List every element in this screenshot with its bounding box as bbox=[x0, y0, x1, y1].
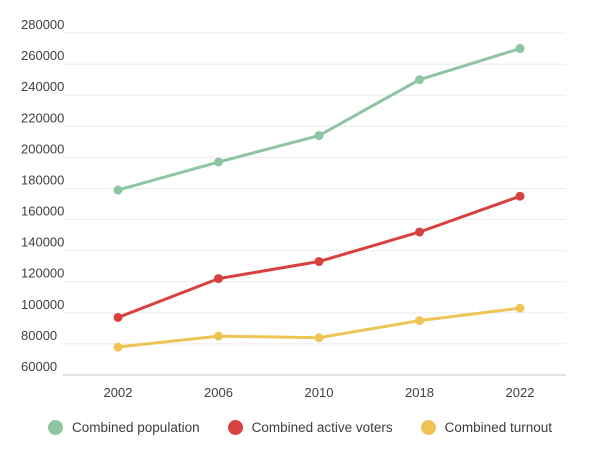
legend-swatch-icon bbox=[48, 420, 63, 435]
chart-legend: Combined population Combined active voter… bbox=[0, 420, 600, 435]
y-tick-label: 100000 bbox=[21, 297, 64, 312]
series-line-combined-population bbox=[116, 47, 522, 192]
y-tick-label: 240000 bbox=[21, 79, 64, 94]
y-tick-label: 260000 bbox=[21, 48, 64, 63]
series-point-combined-population-2018[interactable] bbox=[415, 75, 424, 85]
y-tick-label: 200000 bbox=[21, 141, 64, 156]
series-point-combined-active-voters-2022[interactable] bbox=[515, 191, 525, 201]
y-tick-label: 160000 bbox=[21, 204, 64, 219]
x-tick-label: 2010 bbox=[305, 385, 334, 400]
legend-item-label: Combined population bbox=[72, 420, 200, 435]
y-tick-label: 60000 bbox=[21, 359, 57, 374]
x-tick-label: 2018 bbox=[405, 385, 434, 400]
y-tick-label: 80000 bbox=[21, 328, 57, 343]
legend-swatch-icon bbox=[420, 420, 436, 435]
series-point-combined-population-2006[interactable] bbox=[214, 157, 223, 167]
series-point-combined-active-voters-2010[interactable] bbox=[314, 257, 324, 267]
series-point-combined-active-voters-2018[interactable] bbox=[415, 227, 424, 237]
legend-swatch-icon bbox=[227, 420, 243, 435]
series-point-combined-active-voters-2002[interactable] bbox=[113, 312, 123, 322]
legend-item-label: Combined turnout bbox=[444, 420, 552, 435]
y-tick-label: 120000 bbox=[21, 266, 64, 281]
legend-item-combined-active-voters[interactable]: Combined active voters bbox=[227, 420, 393, 435]
legend-item-combined-turnout[interactable]: Combined turnout bbox=[420, 420, 552, 435]
y-tick-label: 280000 bbox=[21, 17, 64, 32]
y-tick-label: 140000 bbox=[21, 235, 64, 250]
series-point-combined-turnout-2006[interactable] bbox=[214, 331, 223, 341]
legend-item-label: Combined active voters bbox=[251, 420, 393, 435]
series-point-combined-turnout-2022[interactable] bbox=[515, 303, 525, 313]
y-tick-label: 220000 bbox=[21, 110, 64, 125]
legend-item-combined-population[interactable]: Combined population bbox=[48, 420, 200, 435]
series-point-combined-turnout-2010[interactable] bbox=[314, 333, 324, 343]
series-point-combined-population-2010[interactable] bbox=[314, 131, 324, 141]
series-line-combined-active-voters bbox=[116, 194, 522, 319]
x-tick-label: 2022 bbox=[506, 385, 535, 400]
y-tick-label: 180000 bbox=[21, 172, 64, 187]
x-tick-label: 2002 bbox=[104, 385, 133, 400]
x-tick-label: 2006 bbox=[204, 385, 233, 400]
series-point-combined-population-2022[interactable] bbox=[515, 44, 525, 54]
series-point-combined-turnout-2018[interactable] bbox=[415, 316, 424, 326]
series-point-combined-active-voters-2006[interactable] bbox=[214, 274, 223, 284]
series-point-combined-population-2002[interactable] bbox=[113, 185, 123, 195]
series-point-combined-turnout-2002[interactable] bbox=[113, 342, 123, 352]
